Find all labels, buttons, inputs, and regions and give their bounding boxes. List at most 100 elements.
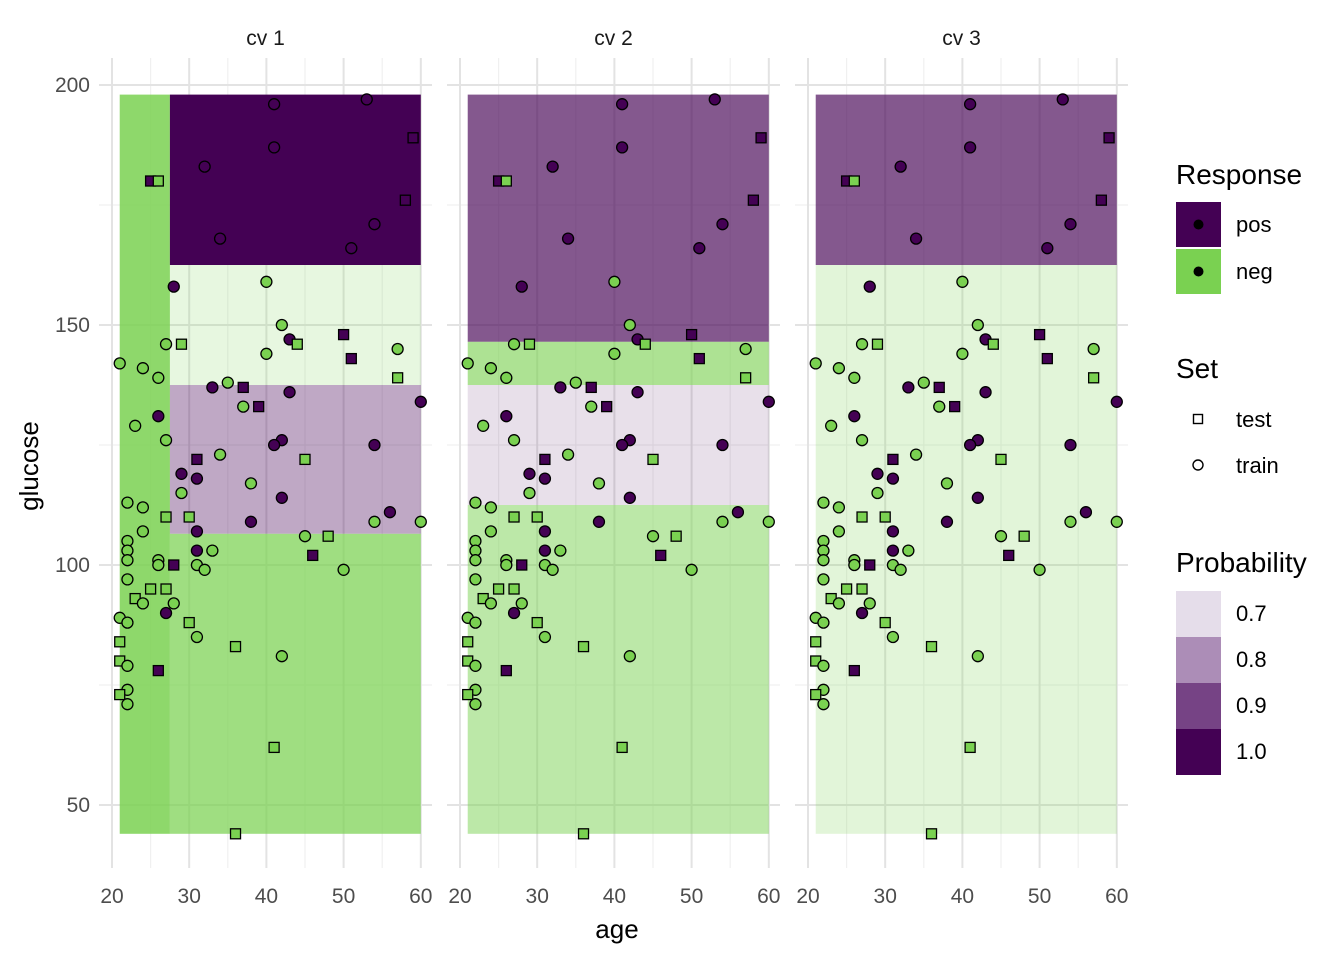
data-point-train [469, 496, 482, 509]
decision-region [169, 533, 421, 834]
data-point-train [484, 597, 498, 610]
legend-label-neg: neg [1236, 259, 1273, 284]
panel-title: cv 2 [594, 27, 633, 50]
x-tick-label: 50 [680, 885, 703, 908]
decision-region [815, 94, 1117, 265]
data-point-test [739, 372, 752, 384]
data-point-train [136, 362, 150, 375]
data-point-train [113, 357, 126, 370]
data-point-train [500, 558, 513, 572]
data-point-test [856, 583, 868, 595]
data-point-test [1103, 132, 1115, 144]
data-point-train [592, 477, 606, 490]
data-point-test [508, 583, 520, 595]
data-point-train [260, 275, 273, 288]
x-tick-label: 50 [1028, 885, 1051, 908]
data-point-train [693, 242, 706, 255]
data-point-test [322, 530, 334, 542]
legend: Response pos neg Set test train Probabil… [1176, 159, 1307, 775]
data-point-train [221, 376, 234, 389]
data-point-test [685, 328, 698, 341]
data-point-train [716, 438, 729, 452]
data-point-train [716, 515, 729, 528]
decision-region [169, 94, 421, 265]
data-point-train [832, 525, 846, 538]
y-tick-label: 150 [55, 314, 90, 337]
legend-key-pos-dot [1193, 219, 1204, 230]
data-point-train [739, 342, 752, 356]
data-point-test [144, 583, 157, 595]
data-point-train [260, 347, 273, 360]
data-point-train [206, 381, 219, 394]
data-point-train [963, 141, 977, 154]
data-point-train [817, 496, 830, 509]
legend-key-train-circle [1192, 459, 1204, 471]
data-point-train [298, 530, 312, 543]
data-point-test [693, 352, 705, 365]
legend-key-prob-0-8 [1176, 637, 1221, 683]
data-point-train [198, 160, 211, 173]
data-point-train [762, 395, 775, 408]
data-point-test [183, 616, 195, 629]
data-point-test [531, 511, 543, 523]
data-point-test [500, 175, 512, 187]
data-point-train [817, 573, 830, 586]
data-point-train [190, 544, 204, 557]
x-tick-label: 20 [448, 885, 471, 908]
data-point-test [168, 559, 180, 571]
data-point-test [1041, 352, 1053, 365]
data-point-train [825, 419, 838, 432]
data-point-train [855, 338, 869, 351]
decision-region [467, 94, 769, 342]
x-tick-label: 40 [603, 885, 626, 908]
data-point-test [871, 338, 884, 350]
data-point-train [894, 160, 907, 173]
data-point-test [500, 664, 512, 677]
legend-label-prob-0-8: 0.8 [1236, 647, 1267, 672]
data-point-train [817, 554, 830, 567]
data-point-train [121, 496, 134, 509]
data-point-train [414, 515, 427, 528]
data-point-train [121, 659, 134, 672]
data-point-train [283, 386, 296, 399]
data-point-train [1064, 515, 1077, 528]
data-point-train [345, 242, 358, 255]
data-point-train [592, 515, 606, 528]
data-point-train [136, 525, 150, 538]
data-point-train [414, 395, 427, 408]
data-point-train [832, 362, 846, 375]
data-point-train [121, 616, 134, 629]
data-point-train [1041, 242, 1054, 255]
data-point-train [561, 448, 575, 461]
data-point-train [538, 525, 552, 538]
y-axis-title: glucose [14, 421, 44, 511]
data-point-train [585, 400, 598, 413]
data-point-train [886, 472, 900, 485]
data-point-train [894, 563, 907, 576]
data-point-train [267, 438, 281, 452]
data-point-test [462, 688, 474, 701]
data-point-test [114, 688, 126, 701]
data-point-train [909, 232, 923, 245]
data-point-train [608, 275, 621, 288]
data-point-test [879, 511, 891, 523]
data-point-train [213, 232, 227, 245]
data-point-train [863, 280, 876, 293]
data-point-train [267, 141, 281, 154]
data-point-test [191, 453, 203, 466]
data-point-train [461, 357, 474, 370]
data-point-test [601, 400, 613, 413]
data-point-train [175, 467, 188, 480]
data-point-train [1064, 438, 1077, 452]
data-point-train [855, 606, 869, 620]
panel-1: cv 1 20 30 40 50 60 [99, 27, 432, 908]
data-point-train [708, 93, 721, 106]
data-point-test [391, 372, 404, 384]
legend-label-prob-0-9: 0.9 [1236, 693, 1267, 718]
data-point-train [523, 486, 536, 500]
data-point-train [615, 438, 629, 452]
data-point-train [368, 218, 381, 231]
data-point-train [360, 93, 373, 106]
data-point-train [507, 434, 521, 447]
